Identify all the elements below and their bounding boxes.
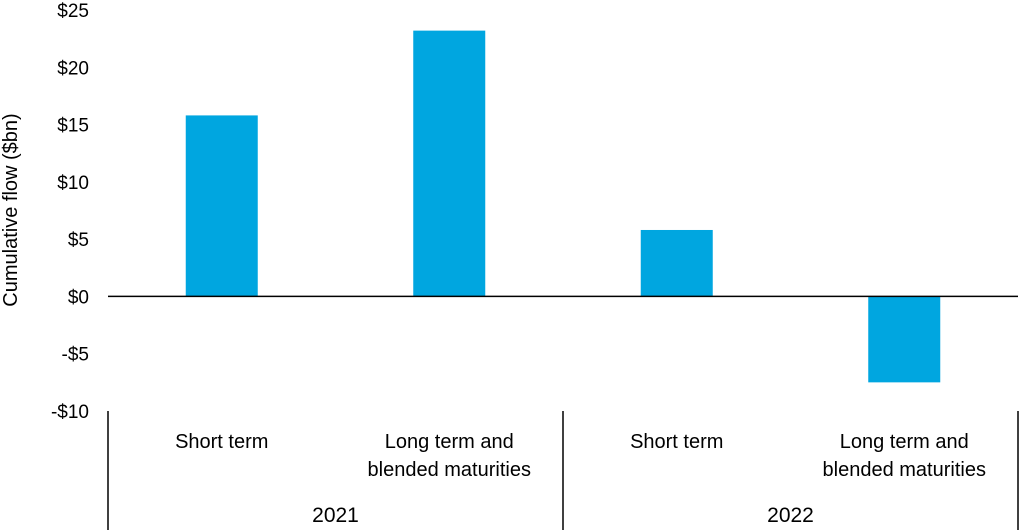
bar — [640, 229, 713, 297]
bar — [868, 296, 941, 383]
category-label: Short term — [175, 431, 268, 453]
y-tick-label: $0 — [68, 287, 89, 308]
y-tick-label: -$5 — [62, 345, 89, 366]
category-label: blended maturities — [368, 459, 531, 481]
category-label: Long term and — [840, 431, 969, 453]
y-tick-label: $5 — [68, 230, 89, 251]
y-axis-label: Cumulative flow ($bn) — [0, 113, 22, 306]
y-tick-label: $10 — [57, 173, 89, 194]
y-tick-labels: $25 $20 $15 $10 $5 $0 -$5 -$10 — [51, 1, 89, 423]
category-label: Short term — [630, 431, 723, 453]
x-axis: Short term Long term and blended maturitie… — [107, 411, 1019, 530]
y-tick-label: $15 — [57, 116, 89, 137]
group-label: 2022 — [767, 504, 814, 527]
y-tick-label: $20 — [57, 58, 89, 79]
bar — [413, 30, 486, 297]
category-label: Long term and — [385, 431, 514, 453]
category-label: blended maturities — [823, 459, 986, 481]
group-label: 2021 — [312, 504, 359, 527]
y-tick-label: -$10 — [51, 402, 89, 423]
bars — [185, 30, 941, 383]
y-tick-label: $25 — [57, 1, 89, 22]
bar — [185, 115, 258, 297]
